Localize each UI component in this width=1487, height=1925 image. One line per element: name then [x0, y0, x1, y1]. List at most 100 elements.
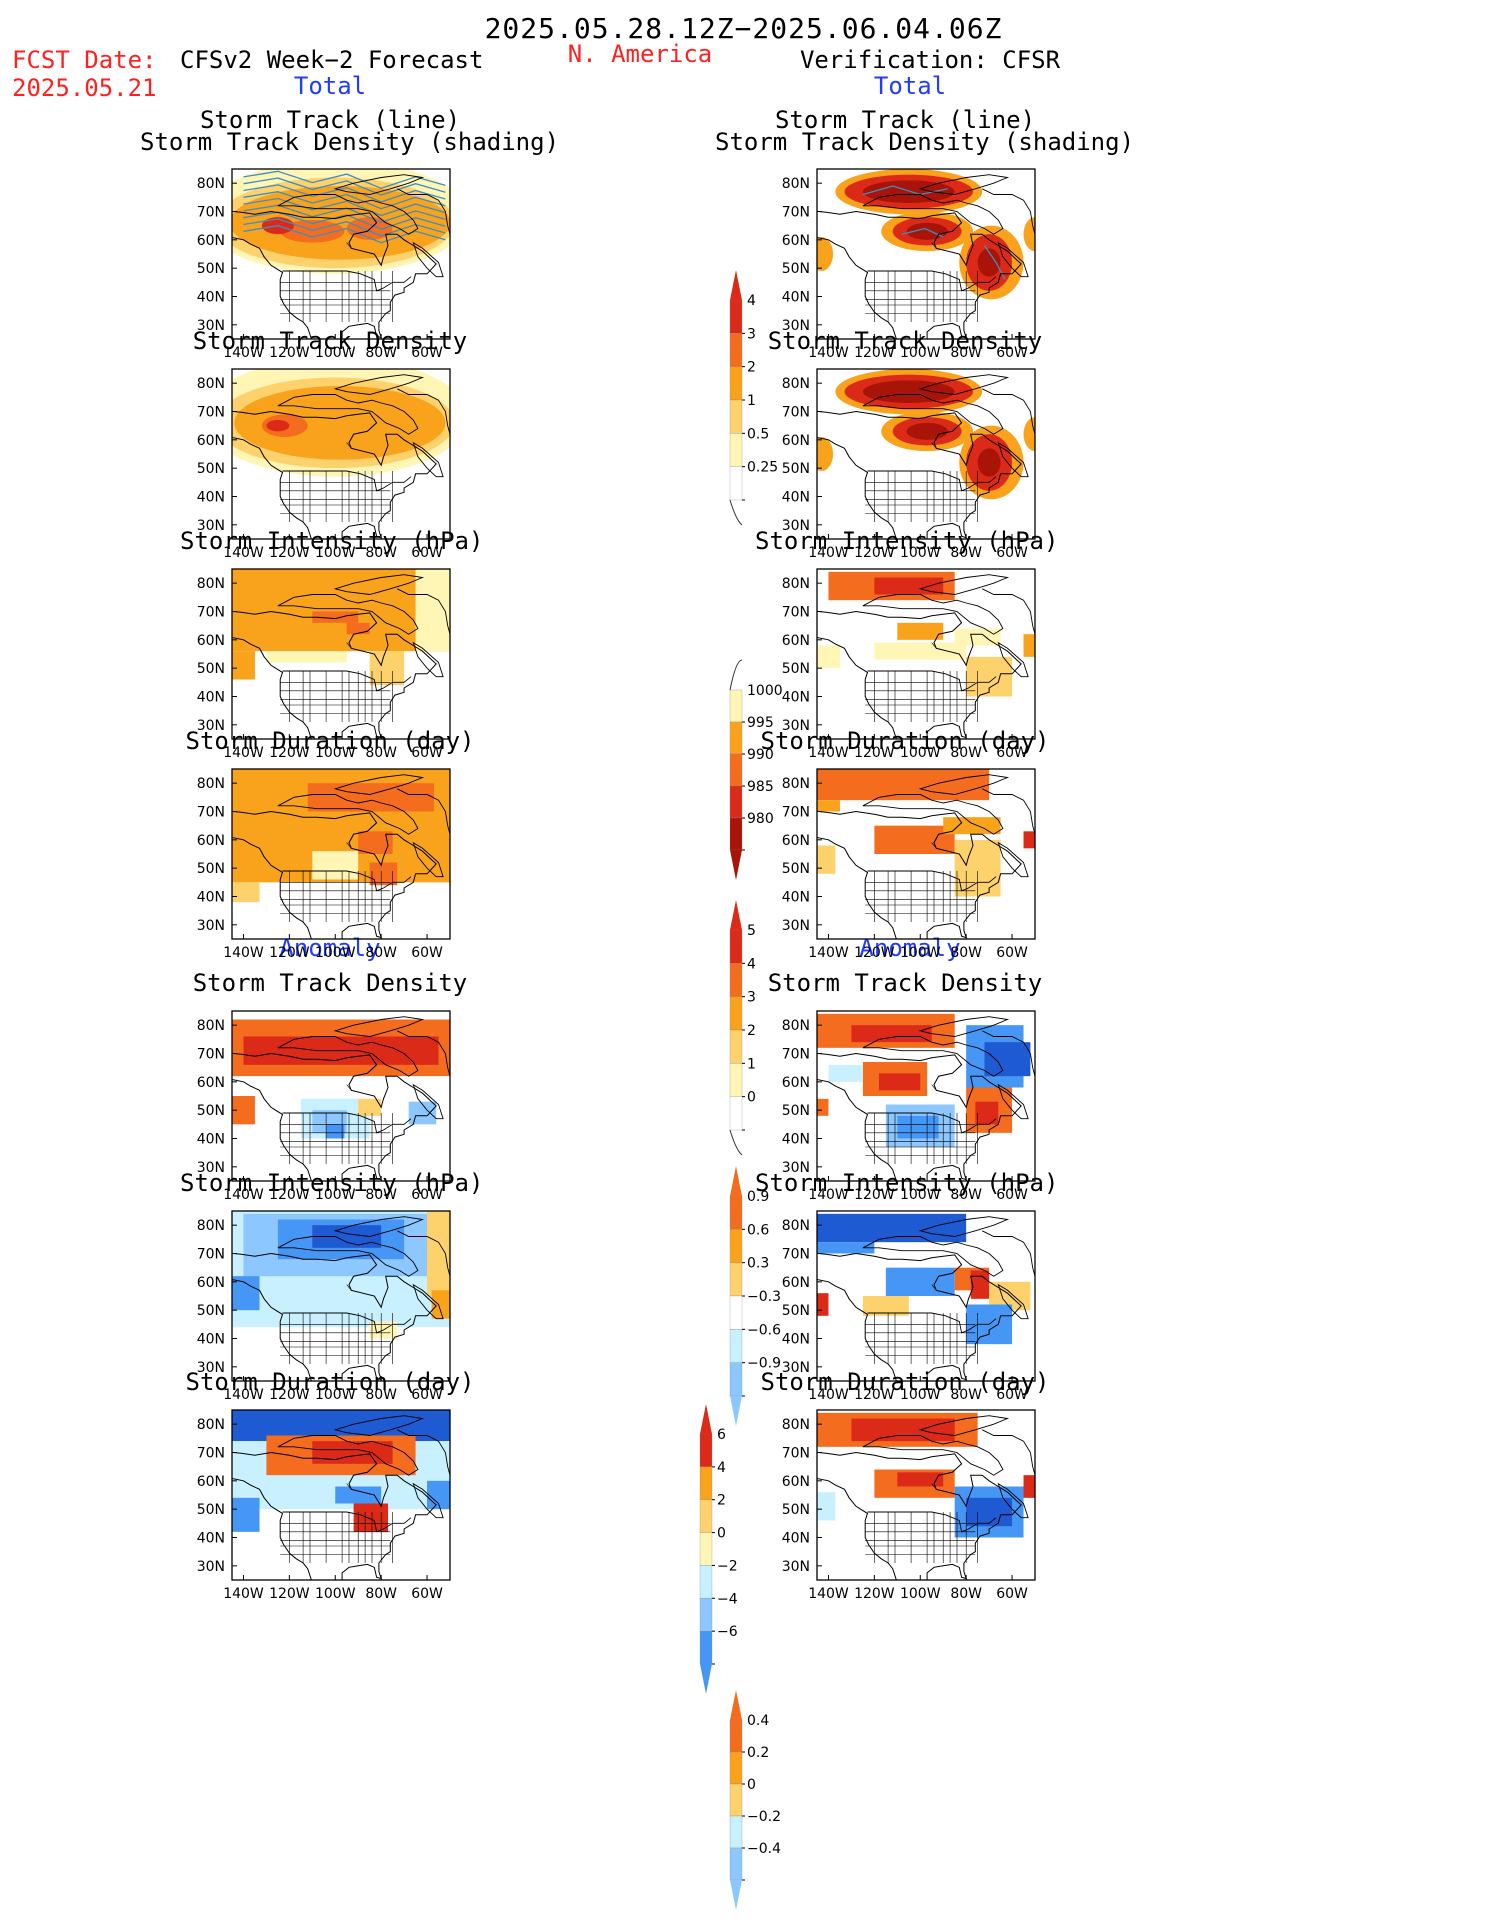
colorbar-label: 990 — [747, 747, 774, 763]
lat-tick-label: 50N — [782, 661, 810, 677]
panel-title-duration-right: Storm Duration (day) — [760, 727, 1050, 755]
colorbar-swatch — [699, 1565, 713, 1599]
colorbar-label: 995 — [747, 715, 774, 731]
lat-tick-label: 50N — [782, 861, 810, 877]
lat-tick-label: 60N — [197, 1075, 225, 1091]
panel-title-anom-intensity-left: Storm Intensity (hPa) — [180, 1169, 484, 1197]
panel-title-track-line-left: Storm Track (line) — [199, 106, 461, 134]
panel-title-duration-left: Storm Duration (day) — [185, 727, 475, 755]
lon-tick-label: 60W — [411, 1187, 443, 1203]
colorbar-label: 0.9 — [747, 1189, 769, 1205]
lon-tick-label: 140W — [808, 945, 849, 961]
colorbar-label: −0.4 — [747, 1841, 781, 1857]
colorbar-swatch — [729, 299, 743, 334]
colorbar-label: 3 — [747, 326, 756, 342]
colorbar-swatch — [729, 1329, 743, 1363]
lon-tick-label: 80W — [365, 1187, 397, 1203]
colorbar-swatch — [729, 466, 743, 501]
colorbar-swatch — [729, 1362, 743, 1397]
lat-tick-label: 50N — [782, 461, 810, 477]
panel-title-anom-duration-right: Storm Duration (day) — [760, 1368, 1050, 1396]
lon-tick-label: 140W — [223, 1387, 264, 1403]
lon-tick-label: 140W — [808, 1387, 849, 1403]
lat-tick-label: 60N — [782, 1275, 810, 1291]
lon-tick-label: 100W — [900, 545, 941, 561]
lon-tick-label: 140W — [223, 745, 264, 761]
colorbar-label: 980 — [747, 811, 774, 827]
lat-tick-label: 30N — [197, 718, 225, 734]
lon-tick-label: 80W — [365, 745, 397, 761]
lat-tick-label: 30N — [197, 918, 225, 934]
colorbar-swatch — [729, 721, 743, 755]
colorbar-label: 0 — [747, 1090, 756, 1106]
map-verification-intensity: 80N 70N 60N 50N 40N 30N 140W 120W 100W 80W 60W — [782, 568, 1036, 761]
lon-tick-label: 60W — [996, 545, 1028, 561]
lat-tick-label: 80N — [197, 1417, 225, 1433]
lon-tick-label: 140W — [223, 345, 264, 361]
lat-tick-label: 50N — [197, 261, 225, 277]
colorbar-label: 3 — [747, 990, 756, 1006]
lat-tick-label: 50N — [782, 1502, 810, 1518]
lat-tick-label: 80N — [197, 1218, 225, 1234]
colorbar-swatch — [729, 996, 743, 1031]
colorbar-label: −4 — [717, 1591, 738, 1607]
lat-tick-label: 70N — [782, 1047, 810, 1063]
colorbar-label: 4 — [747, 293, 756, 309]
right-column-title: Verification: CFSR — [799, 46, 1061, 74]
panel-title-track-density-left: Storm Track Density — [192, 327, 468, 355]
colorbar-label: 0.4 — [747, 1713, 769, 1729]
lon-tick-label: 80W — [950, 745, 982, 761]
colorbar-label: 985 — [747, 779, 774, 795]
lat-tick-label: 60N — [782, 1075, 810, 1091]
lon-tick-label: 140W — [808, 1586, 849, 1602]
colorbar-label: 5 — [747, 923, 756, 939]
lon-tick-label: 140W — [808, 1187, 849, 1203]
lon-tick-label: 80W — [950, 945, 982, 961]
lat-tick-label: 40N — [782, 1332, 810, 1348]
lat-tick-label: 70N — [197, 405, 225, 421]
map-forecast-duration: 80N 70N 60N 50N 40N 30N 140W 120W 100W 80W 60W — [197, 768, 451, 961]
lat-tick-label: 70N — [782, 205, 810, 221]
colorbar-swatch — [729, 399, 743, 434]
lon-tick-label: 60W — [411, 1387, 443, 1403]
colorbar-label: 0.25 — [747, 460, 778, 476]
lon-tick-label: 80W — [950, 1586, 982, 1602]
lon-tick-label: 100W — [315, 1586, 356, 1602]
lat-tick-label: 30N — [782, 918, 810, 934]
colorbar-label: 4 — [747, 956, 756, 972]
lat-tick-label: 60N — [197, 233, 225, 249]
colorbar-swatch — [729, 1719, 743, 1753]
colorbar-label: 4 — [717, 1460, 726, 1476]
lat-tick-label: 80N — [782, 376, 810, 392]
colorbar-swatch — [729, 1295, 743, 1330]
colorbar-swatch — [729, 1096, 743, 1131]
map-forecast-anom-intensity: 80N 70N 60N 50N 40N 30N 140W 120W 100W 80W 60W — [197, 1210, 451, 1403]
colorbar-label: −0.3 — [747, 1289, 781, 1305]
lat-tick-label: 70N — [782, 405, 810, 421]
colorbar-label: 0.6 — [747, 1222, 769, 1238]
panel-title-track-line-right: Storm Track (line) — [774, 106, 1036, 134]
lon-tick-label: 60W — [996, 745, 1028, 761]
lat-tick-label: 40N — [782, 1531, 810, 1547]
lat-tick-label: 70N — [197, 1047, 225, 1063]
lat-tick-label: 50N — [197, 1303, 225, 1319]
map-verification-anom-track-density: 80N 70N 60N 50N 40N 30N 140W 120W 100W 80W 60W — [782, 1010, 1036, 1203]
lat-tick-label: 60N — [197, 633, 225, 649]
lat-tick-label: 60N — [782, 1474, 810, 1490]
lon-tick-label: 80W — [365, 1387, 397, 1403]
lat-tick-label: 50N — [197, 661, 225, 677]
map-forecast-anom-duration: 80N 70N 60N 50N 40N 30N 140W 120W 100W 80W 60W — [197, 1409, 451, 1602]
panel-title-intensity-left: Storm Intensity (hPa) — [180, 527, 484, 555]
lat-tick-label: 40N — [197, 1531, 225, 1547]
lat-tick-label: 70N — [197, 805, 225, 821]
lon-tick-label: 120W — [269, 545, 310, 561]
left-column-title: CFSv2 Week−2 Forecast — [180, 46, 484, 74]
colorbar-duration-anom: 0.4 0.2 0 −0.2 −0.4 — [729, 1690, 781, 1910]
map-verification-anom-intensity: 80N 70N 60N 50N 40N 30N 140W 120W 100W 80W 60W — [782, 1210, 1036, 1403]
panel-title-track-density-shading-right: Storm Track Density (shading) — [715, 128, 1135, 156]
panel-title-anom-density-left: Storm Track Density — [192, 969, 468, 997]
panel-title-anom-intensity-right: Storm Intensity (hPa) — [755, 1169, 1059, 1197]
lat-tick-label: 50N — [197, 861, 225, 877]
lon-tick-label: 120W — [269, 345, 310, 361]
colorbar-swatch — [729, 1063, 743, 1097]
